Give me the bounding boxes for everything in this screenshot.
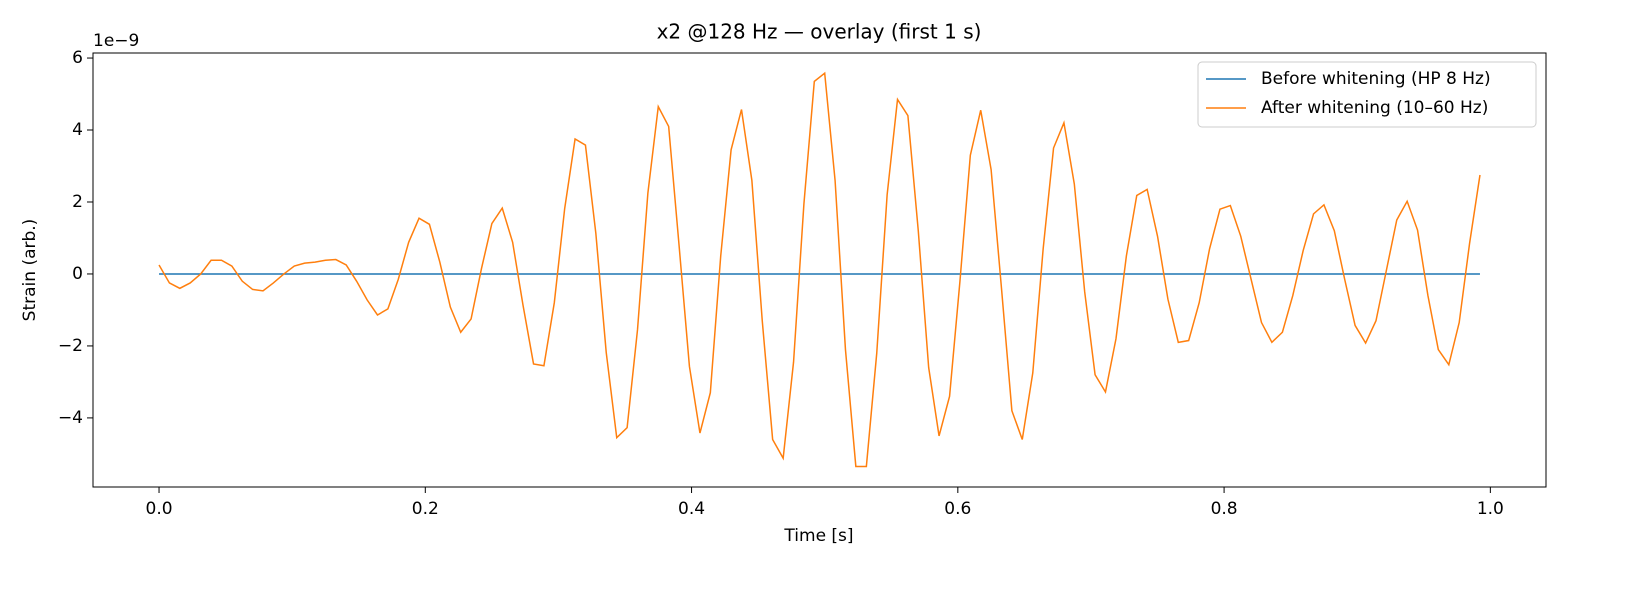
y-tick-label: 0: [72, 264, 83, 284]
x-tick-label: 0.8: [1211, 499, 1238, 519]
y-offset-label: 1e−9: [93, 31, 139, 51]
legend-label: Before whitening (HP 8 Hz): [1261, 69, 1491, 89]
y-tick-label: −4: [58, 408, 83, 428]
chart-title: x2 @128 Hz — overlay (first 1 s): [657, 20, 982, 44]
legend-box: [1197, 61, 1537, 128]
x-tick-label: 0.4: [678, 499, 705, 519]
legend-label: After whitening (10–60 Hz): [1261, 98, 1488, 118]
x-axis-label: Time [s]: [783, 526, 853, 546]
y-tick-label: 6: [72, 48, 83, 68]
x-tick-label: 0.0: [146, 499, 173, 519]
data-line: [158, 71, 1481, 468]
y-axis-label: Strain (arb.): [20, 219, 40, 322]
y-tick-label: 4: [72, 120, 83, 140]
x-tick-label: 0.6: [944, 499, 971, 519]
x-tick-label: 1.0: [1477, 499, 1504, 519]
x-tick-label: 0.2: [412, 499, 439, 519]
plot-frame: [92, 52, 1547, 488]
y-tick-label: −2: [58, 336, 83, 356]
y-tick-label: 2: [72, 192, 83, 212]
